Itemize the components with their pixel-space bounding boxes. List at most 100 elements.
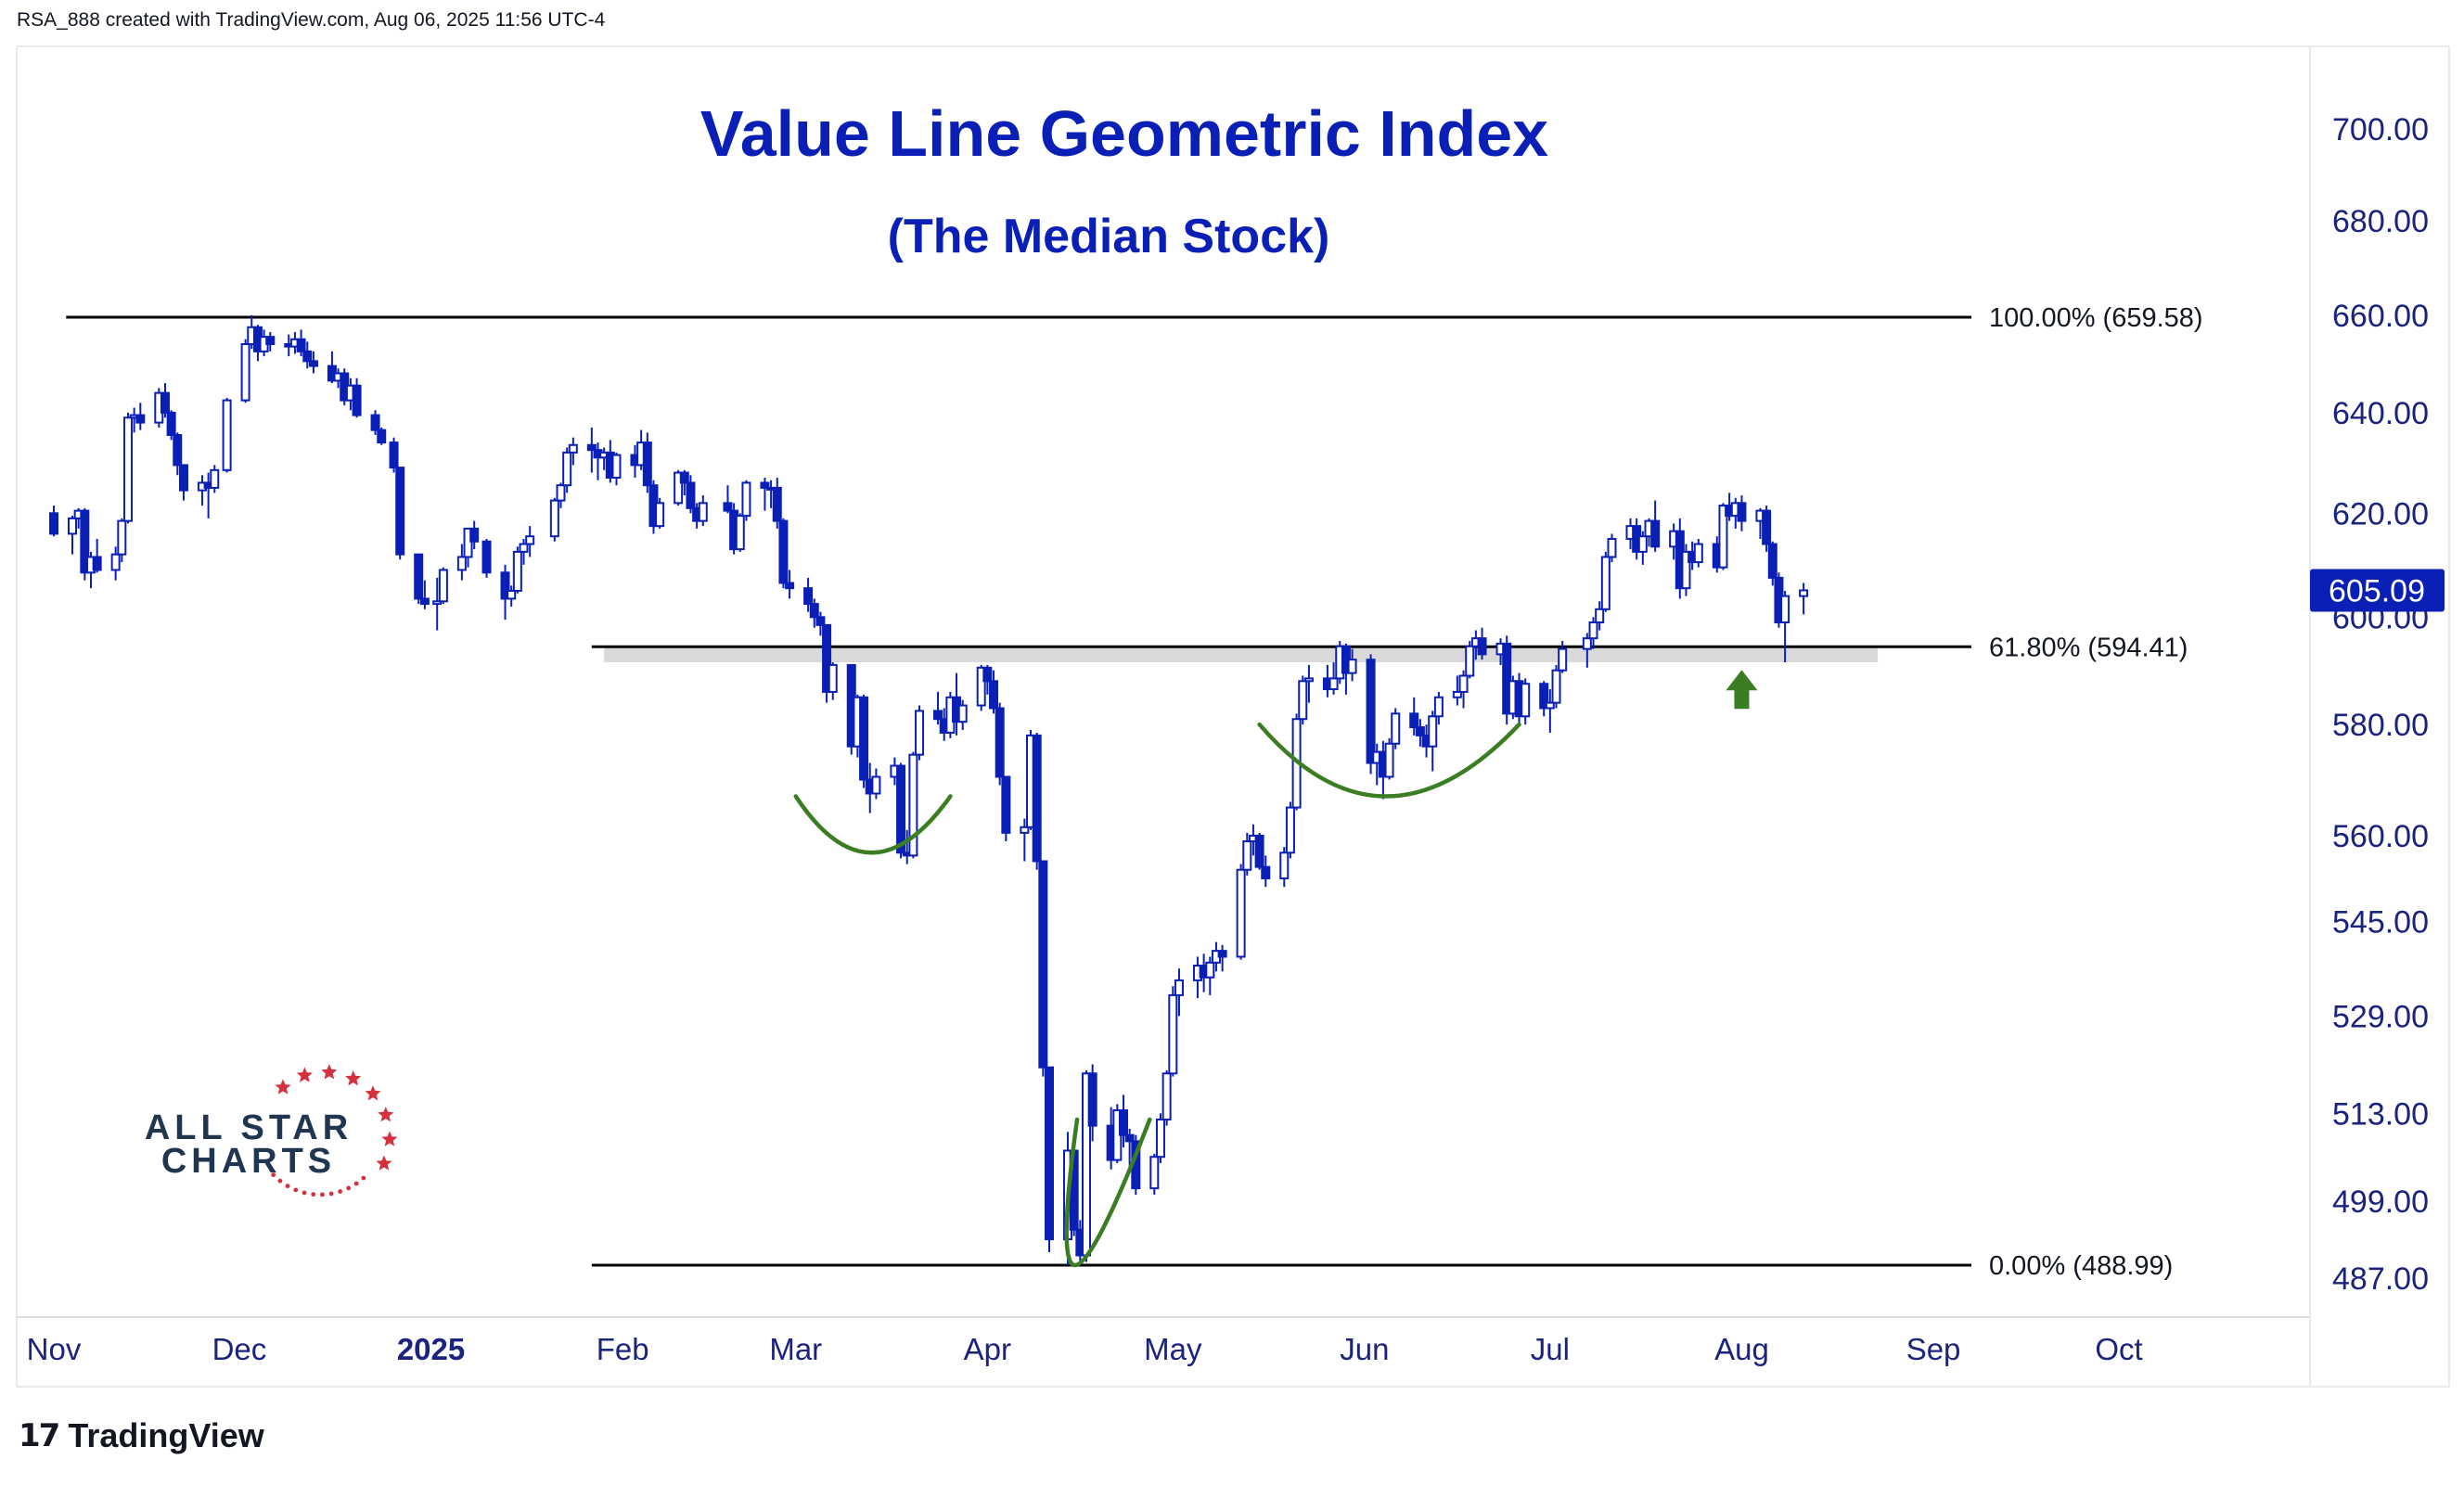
x-tick-label: Jun: [1340, 1332, 1389, 1366]
y-tick-label: 580.00: [2332, 708, 2429, 743]
candle[interactable]: [1521, 678, 1529, 724]
chart-subtitle: (The Median Stock): [888, 210, 1330, 263]
candle[interactable]: [1602, 552, 1610, 612]
y-tick-label: 545.00: [2332, 905, 2429, 941]
x-tick-label: Jul: [1531, 1332, 1570, 1366]
x-tick-label: 2025: [397, 1332, 465, 1366]
candle[interactable]: [1163, 1070, 1171, 1126]
x-tick-label: Apr: [964, 1332, 1011, 1366]
fib-label-0: 100.00% (659.58): [1989, 303, 2203, 333]
x-tick-label: Aug: [1714, 1332, 1769, 1366]
candle[interactable]: [50, 506, 58, 536]
candle[interactable]: [211, 465, 218, 493]
candle[interactable]: [1287, 802, 1294, 859]
candle[interactable]: [514, 546, 521, 593]
y-tick-label: 529.00: [2332, 999, 2429, 1034]
candle[interactable]: [1608, 533, 1615, 562]
y-tick-label: 487.00: [2332, 1261, 2429, 1297]
candle[interactable]: [699, 495, 707, 526]
candle[interactable]: [353, 378, 361, 417]
candle[interactable]: [1002, 776, 1009, 841]
x-tick-label: May: [1144, 1332, 1202, 1366]
candle[interactable]: [224, 398, 231, 473]
candle[interactable]: [656, 498, 663, 529]
x-tick-label: Dec: [212, 1332, 267, 1366]
y-axis[interactable]: 700.00680.00660.00640.00620.00600.00580.…: [2310, 112, 2445, 1297]
candle[interactable]: [1046, 1068, 1053, 1252]
chart-title: Value Line Geometric Index: [700, 97, 1548, 170]
candle[interactable]: [909, 752, 917, 859]
watermark-logo: ALL STAR CHARTS: [145, 1064, 398, 1197]
y-tick-label: 499.00: [2332, 1184, 2429, 1220]
y-tick-label: 560.00: [2332, 819, 2429, 854]
candle[interactable]: [440, 568, 447, 604]
candle[interactable]: [180, 465, 187, 500]
tradingview-logo[interactable]: 17 TradingView: [19, 1417, 264, 1454]
x-tick-label: Nov: [27, 1332, 82, 1366]
cup-curve-0: [796, 797, 951, 853]
y-tick-label: 640.00: [2332, 396, 2429, 431]
support-zone-layer: [604, 646, 1878, 662]
candle[interactable]: [242, 339, 250, 403]
candle[interactable]: [872, 769, 879, 800]
candle[interactable]: [124, 413, 132, 523]
y-tick-label: 700.00: [2332, 112, 2429, 147]
candle[interactable]: [761, 478, 768, 511]
x-tick-label: Sep: [1906, 1332, 1961, 1366]
y-tick-label: 680.00: [2332, 204, 2429, 239]
candle[interactable]: [1479, 628, 1486, 659]
candle[interactable]: [1392, 708, 1399, 749]
candle[interactable]: [737, 513, 744, 552]
tradingview-logo-icon: 17: [19, 1417, 58, 1454]
candle[interactable]: [415, 555, 422, 604]
x-tick-label: Mar: [769, 1332, 822, 1366]
candle[interactable]: [1800, 583, 1807, 615]
candle[interactable]: [829, 662, 837, 700]
candle[interactable]: [1238, 864, 1245, 960]
candle[interactable]: [779, 518, 787, 588]
candle[interactable]: [916, 706, 923, 761]
y-tick-label: 660.00: [2332, 299, 2429, 334]
candle[interactable]: [1039, 861, 1046, 1076]
y-tick-label: 513.00: [2332, 1096, 2429, 1132]
tradingview-brand-text: TradingView: [68, 1416, 263, 1455]
candle[interactable]: [1299, 676, 1306, 725]
candle[interactable]: [860, 695, 867, 788]
candle[interactable]: [1429, 710, 1436, 771]
candle[interactable]: [1540, 681, 1547, 716]
candle[interactable]: [69, 516, 76, 555]
support-zone: [604, 646, 1878, 662]
candle[interactable]: [1033, 733, 1041, 870]
x-tick-label: Oct: [2095, 1332, 2142, 1366]
fib-label-2: 0.00% (488.99): [1989, 1251, 2173, 1281]
candle[interactable]: [742, 480, 750, 521]
x-tick-label: Feb: [597, 1332, 649, 1366]
candle[interactable]: [1695, 539, 1702, 568]
candle[interactable]: [1169, 986, 1176, 1076]
candle[interactable]: [1651, 501, 1659, 552]
candle[interactable]: [1150, 1154, 1158, 1195]
candle[interactable]: [378, 428, 385, 445]
candle[interactable]: [1157, 1113, 1164, 1163]
candle[interactable]: [563, 447, 571, 493]
candle[interactable]: [551, 498, 558, 542]
watermark-line2: CHARTS: [161, 1142, 336, 1181]
candle[interactable]: [1256, 833, 1264, 870]
candle[interactable]: [199, 475, 206, 506]
candle[interactable]: [1738, 495, 1745, 531]
candle[interactable]: [1553, 665, 1560, 709]
candle[interactable]: [644, 432, 651, 493]
x-axis[interactable]: Nov Dec 2025 Feb Mar Apr May Jun Jul Aug Sep Oct: [27, 1332, 2143, 1366]
candle[interactable]: [483, 539, 491, 578]
candle[interactable]: [94, 539, 101, 572]
candle[interactable]: [996, 703, 1004, 786]
arrow-layer: [1726, 670, 1757, 709]
candle[interactable]: [724, 485, 731, 513]
candle[interactable]: [136, 403, 144, 429]
fib-levels-layer: 100.00% (659.58) 61.80% (594.41) 0.00% (48…: [66, 303, 2202, 1281]
up-arrow-icon: [1726, 670, 1757, 709]
fib-label-1: 61.80% (594.41): [1989, 633, 2188, 662]
candle[interactable]: [612, 453, 620, 485]
candle[interactable]: [396, 467, 404, 559]
